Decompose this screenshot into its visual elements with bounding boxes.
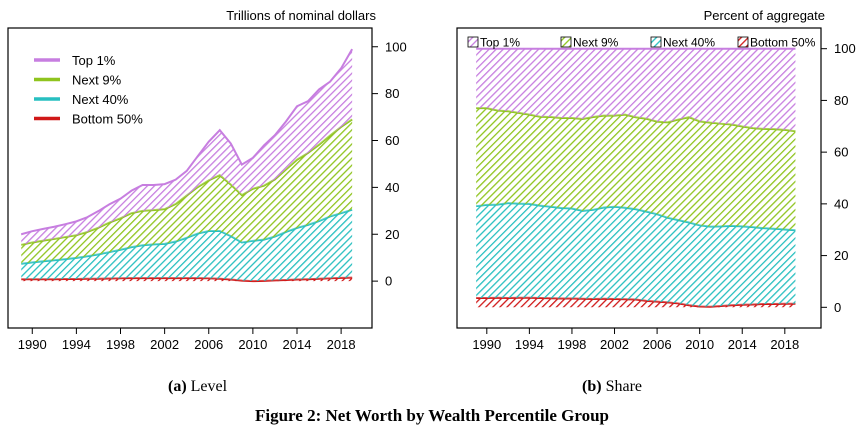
legend-level: Top 1% Next 9% Next 40% Bottom 50% xyxy=(34,53,143,127)
legend-item-next-9: Next 9% xyxy=(560,36,619,50)
y-tick-label: 100 xyxy=(385,39,407,54)
y-tick-label: 0 xyxy=(385,274,392,289)
legend-item-next-40: Next 40% xyxy=(34,92,129,107)
x-tick-label: 1990 xyxy=(18,337,47,352)
y-tick-label: 20 xyxy=(834,248,848,263)
x-tick-label: 2002 xyxy=(600,337,629,352)
legend-swatch xyxy=(467,36,479,48)
y-tick-label: 0 xyxy=(834,300,841,315)
y-tick-label: 20 xyxy=(385,227,399,242)
x-tick-label: 2010 xyxy=(238,337,267,352)
x-tick-label: 2010 xyxy=(685,337,714,352)
legend-swatch xyxy=(737,36,749,48)
caption-level: (a) Level xyxy=(168,378,228,395)
legend-label: Next 9% xyxy=(72,73,122,88)
legend-item-top-1: Top 1% xyxy=(34,53,116,68)
plot-frame-share xyxy=(456,27,822,329)
x-tick-label: 2006 xyxy=(194,337,223,352)
y-tick-label: 80 xyxy=(385,86,399,101)
chart-title-level: Trillions of nominal dollars xyxy=(226,8,376,23)
panel-level: Trillions of nominal dollars 1990 1994 199… xyxy=(7,8,407,352)
x-tick-label: 1990 xyxy=(472,337,501,352)
y-tick-label: 80 xyxy=(834,93,848,108)
x-tick-label: 2014 xyxy=(728,337,757,352)
x-tick-label: 2002 xyxy=(150,337,179,352)
panel-share: Percent of aggregate 1990 1994 1998 2002 200… xyxy=(456,8,856,352)
y-tick-label: 60 xyxy=(834,145,848,160)
y-tick-label: 60 xyxy=(385,133,399,148)
legend-item-bottom-50: Bottom 50% xyxy=(737,36,816,50)
x-tick-label: 2006 xyxy=(643,337,672,352)
caption-share: (b) Share xyxy=(582,378,642,395)
x-tick-label: 1998 xyxy=(557,337,586,352)
y-tick-label: 100 xyxy=(834,41,856,56)
x-tick-label: 1994 xyxy=(515,337,544,352)
figure-title: Figure 2: Net Worth by Wealth Percentile… xyxy=(255,406,609,425)
legend-label: Next 40% xyxy=(663,36,715,50)
legend-swatch xyxy=(560,36,572,48)
legend-item-next-40: Next 40% xyxy=(650,36,715,50)
legend-item-next-9: Next 9% xyxy=(34,73,122,88)
legend-label: Top 1% xyxy=(480,36,520,50)
plot-frame-level xyxy=(7,27,373,329)
legend-share: Top 1% Next 9% Next 40% Bottom 50% xyxy=(467,36,816,50)
y-tick-label: 40 xyxy=(385,180,399,195)
x-tick-label: 2014 xyxy=(283,337,312,352)
legend-label: Next 9% xyxy=(573,36,619,50)
x-tick-label: 1994 xyxy=(62,337,91,352)
x-tick-label: 2018 xyxy=(327,337,356,352)
x-tick-label: 1998 xyxy=(106,337,135,352)
legend-item-top-1: Top 1% xyxy=(467,36,520,50)
legend-swatch xyxy=(650,36,662,48)
legend-label: Bottom 50% xyxy=(72,112,143,127)
series-next-40-area xyxy=(21,208,353,282)
y-tick-label: 40 xyxy=(834,196,848,211)
legend-label: Next 40% xyxy=(72,92,129,107)
series-top-1-area xyxy=(476,47,796,132)
legend-item-bottom-50: Bottom 50% xyxy=(34,112,143,127)
legend-label: Bottom 50% xyxy=(750,36,816,50)
chart-title-share: Percent of aggregate xyxy=(704,8,825,23)
x-tick-label: 2018 xyxy=(770,337,799,352)
legend-label: Top 1% xyxy=(72,53,116,68)
series-top-1-area xyxy=(20,48,354,245)
